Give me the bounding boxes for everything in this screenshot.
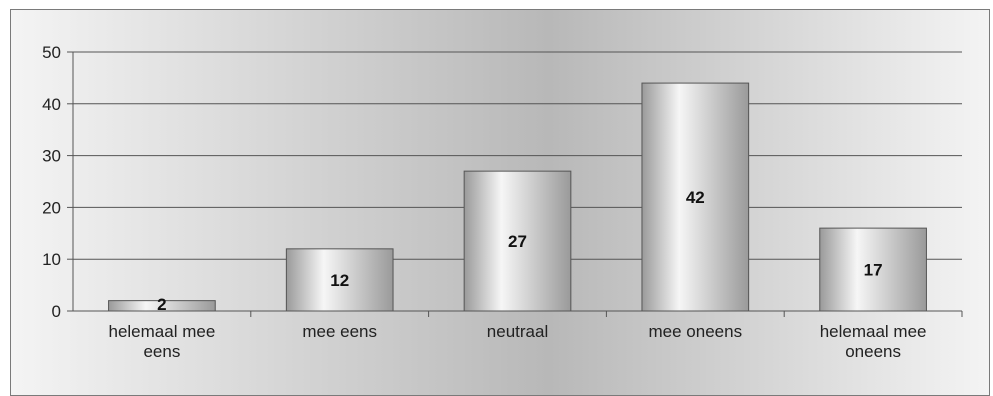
x-tick-label: helemaal mee	[820, 322, 927, 341]
y-tick-label: 30	[42, 147, 61, 166]
data-label: 12	[330, 271, 349, 290]
bar	[819, 227, 927, 312]
data-label: 27	[508, 232, 527, 251]
y-tick-label: 10	[42, 250, 61, 269]
y-tick-label: 0	[52, 302, 61, 321]
data-label: 2	[157, 295, 166, 314]
x-tick-label: mee eens	[302, 322, 377, 341]
x-tick-label: neutraal	[487, 322, 548, 341]
bar	[108, 300, 216, 312]
y-tick-label: 50	[42, 43, 61, 62]
x-tick-label: eens	[143, 342, 180, 361]
x-tick-label: helemaal mee	[109, 322, 216, 341]
x-tick-label: mee oneens	[649, 322, 743, 341]
bar	[641, 82, 750, 312]
x-tick-label: oneens	[845, 342, 901, 361]
bar	[285, 248, 394, 312]
y-tick-label: 40	[42, 95, 61, 114]
bars	[108, 82, 927, 312]
data-label: 17	[864, 261, 883, 280]
y-tick-label: 20	[42, 198, 61, 217]
data-label: 42	[686, 188, 705, 207]
bar	[463, 170, 572, 312]
